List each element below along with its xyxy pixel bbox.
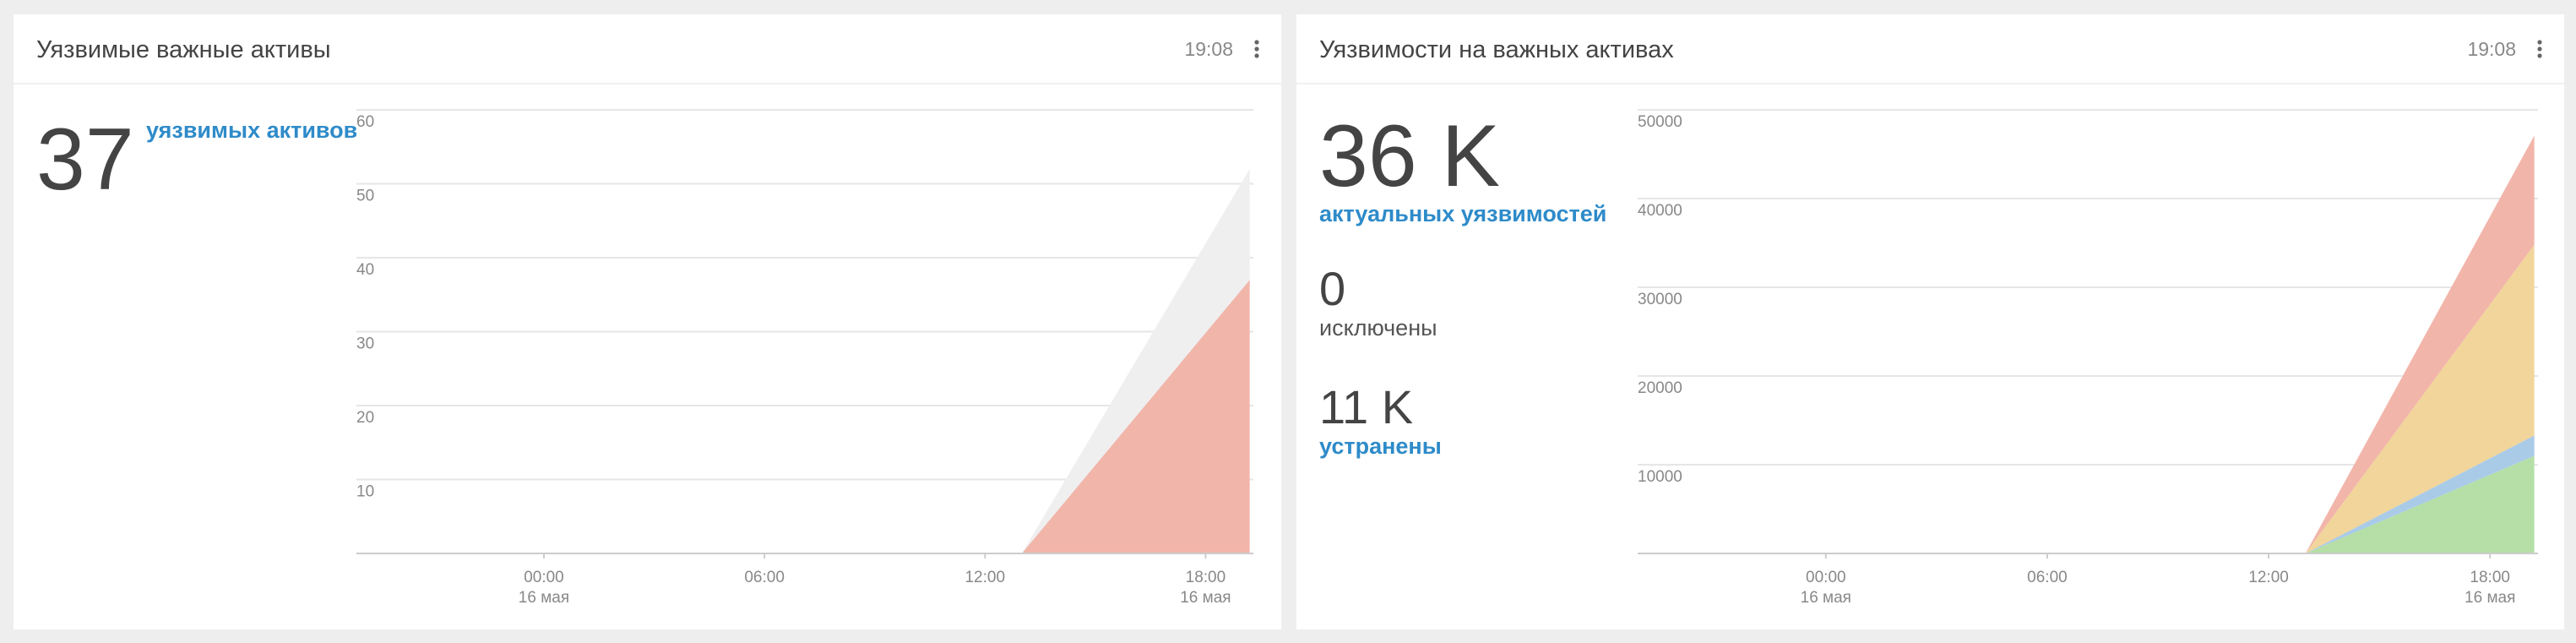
y-tick-label: 50000 [1638, 113, 1682, 131]
y-tick-label: 10000 [1638, 468, 1682, 486]
panel-time: 19:08 [2467, 38, 2516, 60]
stat-label[interactable]: актуальных уязвимостей [1319, 201, 1606, 226]
panel-time: 19:08 [1184, 38, 1233, 60]
menu-dot [2537, 53, 2542, 58]
x-tick-label: 00:00 [1806, 569, 1846, 586]
panel: Уязвимые важные активы 19:08 37 уязвимых ак… [14, 14, 1281, 629]
x-tick-label: 18:00 [2470, 569, 2510, 586]
x-tick-label: 06:00 [744, 569, 785, 586]
y-tick-label: 60 [356, 113, 374, 131]
stat-label[interactable]: устранены [1319, 433, 1442, 459]
x-tick-label: 00:00 [524, 569, 564, 586]
y-tick-label: 20000 [1638, 379, 1682, 397]
stat-value: 11 K [1319, 380, 1413, 433]
area [2305, 455, 2535, 553]
stat-value: 36 K [1319, 107, 1500, 205]
menu-dot [2537, 46, 2542, 52]
area [2305, 135, 2535, 553]
menu-dot [1254, 46, 1259, 52]
menu-button[interactable] [1254, 40, 1259, 58]
panel: Уязвимости на важных активах 19:08 36 Kакт… [1296, 14, 2564, 629]
area [1021, 169, 1250, 553]
x-tick-label: 18:00 [1186, 569, 1226, 586]
menu-dot [2537, 40, 2542, 45]
y-tick-label: 30 [356, 335, 374, 353]
stat-value: 37 [36, 111, 134, 209]
y-tick-label: 10 [356, 483, 374, 501]
x-tick-date: 16 мая [1801, 589, 1851, 607]
x-tick-date: 16 мая [1180, 589, 1231, 607]
menu-dot [1254, 53, 1259, 58]
y-tick-label: 20 [356, 409, 374, 427]
stat-label[interactable]: уязвимых активов [146, 117, 357, 143]
y-tick-label: 40000 [1638, 202, 1682, 220]
stat-value: 0 [1319, 262, 1345, 315]
x-tick-label: 12:00 [965, 569, 1005, 586]
x-tick-date: 16 мая [519, 589, 569, 607]
y-tick-label: 50 [356, 188, 374, 205]
panel-title: Уязвимые важные активы [36, 36, 331, 63]
x-tick-label: 12:00 [2248, 569, 2289, 586]
stat-label: исключены [1319, 315, 1437, 341]
area [2305, 435, 2535, 553]
x-tick-date: 16 мая [2465, 589, 2515, 607]
y-tick-label: 40 [356, 261, 374, 279]
panel-title: Уязвимости на важных активах [1319, 36, 1674, 63]
menu-button[interactable] [2537, 40, 2542, 58]
x-tick-label: 06:00 [2027, 569, 2068, 586]
y-tick-label: 30000 [1638, 291, 1682, 308]
area [2305, 244, 2535, 553]
menu-dot [1254, 40, 1259, 45]
